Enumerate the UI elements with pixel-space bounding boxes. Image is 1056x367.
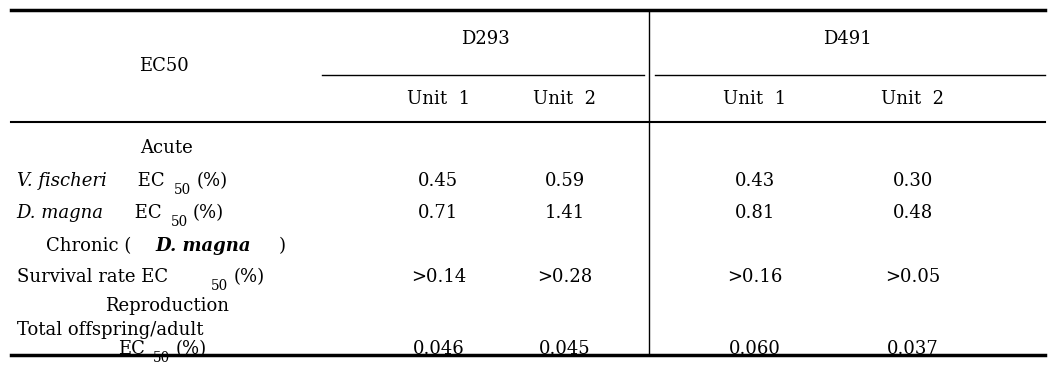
Text: (%): (%) — [196, 172, 227, 190]
Text: Total offspring/adult: Total offspring/adult — [17, 321, 203, 339]
Text: 50: 50 — [171, 215, 188, 229]
Text: D491: D491 — [823, 30, 871, 48]
Text: Chronic (: Chronic ( — [45, 237, 131, 255]
Text: EC: EC — [118, 340, 145, 358]
Text: 0.060: 0.060 — [729, 340, 780, 358]
Text: >0.28: >0.28 — [538, 268, 592, 286]
Text: Unit  1: Unit 1 — [723, 90, 787, 108]
Text: D293: D293 — [461, 30, 510, 48]
Text: 0.045: 0.045 — [540, 340, 590, 358]
Text: EC: EC — [132, 172, 165, 190]
Text: D. magna: D. magna — [156, 237, 251, 255]
Text: 0.81: 0.81 — [735, 204, 775, 222]
Text: 0.037: 0.037 — [887, 340, 939, 358]
Text: Unit  1: Unit 1 — [407, 90, 470, 108]
Text: 0.30: 0.30 — [892, 172, 934, 190]
Text: >0.14: >0.14 — [411, 268, 466, 286]
Text: 0.046: 0.046 — [413, 340, 465, 358]
Text: ): ) — [279, 237, 286, 255]
Text: (%): (%) — [193, 204, 224, 222]
Text: 0.71: 0.71 — [418, 204, 458, 222]
Text: 0.43: 0.43 — [735, 172, 775, 190]
Text: Unit  2: Unit 2 — [882, 90, 944, 108]
Text: Acute: Acute — [140, 139, 193, 157]
Text: >0.05: >0.05 — [885, 268, 941, 286]
Text: 1.41: 1.41 — [545, 204, 585, 222]
Text: 0.45: 0.45 — [418, 172, 458, 190]
Text: 0.48: 0.48 — [892, 204, 934, 222]
Text: Reproduction: Reproduction — [105, 297, 229, 315]
Text: V. fischeri: V. fischeri — [17, 172, 107, 190]
Text: 50: 50 — [211, 279, 228, 293]
Text: 50: 50 — [153, 351, 170, 365]
Text: D. magna: D. magna — [17, 204, 103, 222]
Text: (%): (%) — [175, 340, 206, 358]
Text: Survival rate EC: Survival rate EC — [17, 268, 168, 286]
Text: Unit  2: Unit 2 — [533, 90, 597, 108]
Text: >0.16: >0.16 — [727, 268, 782, 286]
Text: 0.59: 0.59 — [545, 172, 585, 190]
Text: EC: EC — [129, 204, 162, 222]
Text: 50: 50 — [174, 183, 191, 197]
Text: EC50: EC50 — [139, 57, 189, 75]
Text: (%): (%) — [233, 268, 265, 286]
